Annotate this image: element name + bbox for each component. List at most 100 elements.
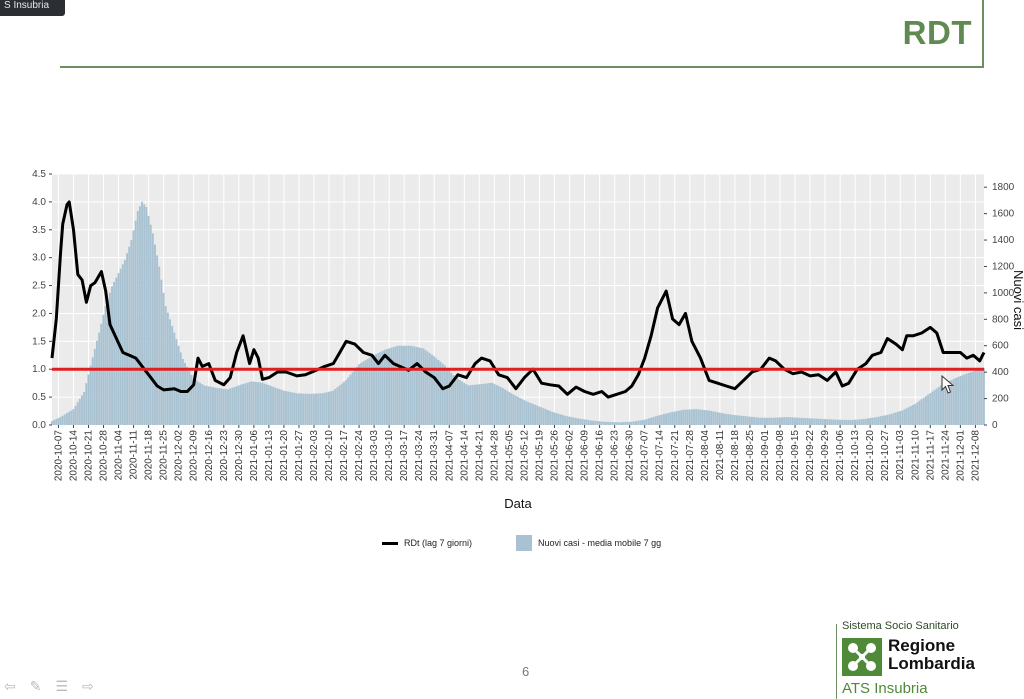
menu-icon[interactable]: ☰ <box>55 678 69 694</box>
cases-bar <box>602 421 605 425</box>
x-tick-label: 2021-10-20 <box>865 430 876 482</box>
cases-bar <box>654 416 657 425</box>
next-slide-icon[interactable]: ⇨ <box>82 678 94 694</box>
cases-bar <box>57 418 60 425</box>
cases-bar <box>317 393 320 425</box>
y-tick-label: 3.5 <box>32 225 46 236</box>
cases-bar <box>682 409 685 425</box>
cases-bar <box>759 417 762 425</box>
cases-bar <box>377 353 380 425</box>
prev-slide-icon[interactable]: ⇦ <box>4 678 16 694</box>
cases-bar <box>78 398 81 425</box>
cases-bar <box>409 345 412 425</box>
cases-bar <box>933 389 936 425</box>
cases-bar <box>495 384 498 425</box>
y2-tick-label: 1400 <box>992 235 1015 246</box>
cases-bar <box>549 410 552 425</box>
cases-bar <box>370 356 373 425</box>
y-tick-label: 1.5 <box>32 336 46 347</box>
cases-bar <box>484 383 487 425</box>
cases-bar <box>922 397 925 425</box>
cases-bar <box>920 399 923 425</box>
x-tick-label: 2021-12-01 <box>955 430 966 482</box>
legend-bar-label: Nuovi casi - media mobile 7 gg <box>538 538 662 548</box>
cases-bar <box>224 389 227 425</box>
cases-bar <box>574 417 577 425</box>
cases-bar <box>963 374 966 425</box>
cases-bar <box>164 306 167 425</box>
cases-bar <box>50 421 53 425</box>
y-tick-label: 4.0 <box>32 197 46 208</box>
cases-bar <box>843 419 846 425</box>
cases-bar <box>620 422 622 425</box>
y2-tick-label: 200 <box>992 394 1009 405</box>
cases-bar <box>542 408 545 425</box>
cases-bar <box>458 380 461 425</box>
cases-bar <box>424 349 427 425</box>
cases-bar <box>811 418 814 425</box>
cases-bar <box>955 377 957 425</box>
cases-bar <box>546 410 549 425</box>
cases-bar <box>562 415 564 425</box>
cases-bar <box>650 417 652 425</box>
slide-toolbar: ⇦ ✎ ☰ ⇨ <box>4 678 94 695</box>
cases-bar <box>909 406 912 425</box>
x-tick-label: 2021-04-07 <box>444 430 455 482</box>
cases-bar <box>729 414 732 425</box>
cases-bar <box>826 419 829 425</box>
cases-bar <box>398 345 401 425</box>
cases-bar <box>637 420 640 425</box>
cases-bar <box>117 273 120 425</box>
cases-bar <box>529 402 532 425</box>
cases-bar <box>108 292 111 425</box>
x-tick-label: 2021-11-03 <box>895 430 906 481</box>
cases-bar <box>635 421 637 425</box>
cases-bar <box>982 368 985 425</box>
cases-bar <box>791 417 794 425</box>
cases-bar <box>130 240 133 425</box>
cases-bar <box>267 385 270 425</box>
cases-bar <box>708 410 710 425</box>
cases-bar <box>93 349 96 425</box>
cases-bar <box>315 393 317 426</box>
cases-bar <box>839 419 841 425</box>
cases-bar <box>96 340 98 425</box>
x-tick-label: 2021-09-15 <box>790 430 801 482</box>
x-tick-label: 2020-11-18 <box>144 430 155 481</box>
cases-bar <box>778 417 781 425</box>
cases-bar <box>864 418 867 425</box>
y-tick-label: 2.5 <box>32 281 46 292</box>
x-tick-label: 2020-10-14 <box>68 430 79 482</box>
pen-icon[interactable]: ✎ <box>29 678 42 694</box>
x-tick-label: 2020-12-02 <box>174 430 185 482</box>
cases-bar <box>433 356 436 425</box>
cases-bar <box>411 346 414 425</box>
cases-bar <box>804 418 807 425</box>
cases-bar <box>87 374 90 425</box>
cases-bar <box>976 370 979 425</box>
cases-bar <box>942 384 945 425</box>
cases-bar <box>233 386 236 425</box>
cases-bar <box>508 391 511 425</box>
cases-bar <box>426 351 429 425</box>
cases-bar <box>510 393 513 425</box>
slide-title: RDT <box>902 14 972 51</box>
x-tick-label: 2021-09-01 <box>760 430 771 482</box>
cases-bar <box>276 388 279 425</box>
cases-bar <box>450 372 453 425</box>
cases-bar <box>525 401 528 425</box>
cases-bar <box>957 377 960 425</box>
cases-bar <box>431 354 433 425</box>
cases-bar <box>55 419 58 425</box>
cases-bar <box>489 382 491 425</box>
rdt-line <box>50 200 986 399</box>
cases-bar <box>972 371 975 425</box>
cases-bar <box>205 385 208 425</box>
cases-bar <box>383 349 386 425</box>
cases-bar <box>345 380 348 425</box>
cases-bar <box>360 362 363 425</box>
x-tick-label: 2021-08-25 <box>745 430 756 482</box>
cases-bar <box>589 420 592 425</box>
cases-bar <box>435 358 438 425</box>
cases-bar <box>656 415 659 425</box>
